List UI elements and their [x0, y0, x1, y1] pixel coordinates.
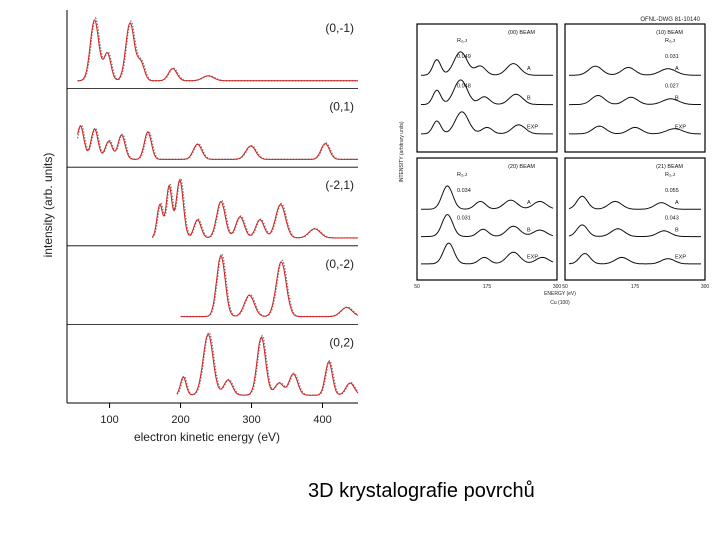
x-tick-label: 100	[100, 414, 118, 426]
beam-curve	[421, 51, 553, 76]
panel-frame	[416, 157, 558, 281]
beam-curve	[421, 242, 554, 265]
panel-label: (0,-2)	[325, 257, 354, 271]
energy-tick-label: 175	[483, 284, 492, 290]
r-factor-value: 0.031	[457, 215, 471, 221]
beam-title: (10) BEAM	[656, 30, 683, 36]
beam-curve	[569, 125, 701, 135]
beam-curve	[568, 195, 701, 210]
energy-axis-label: ENERGY (eV)	[544, 291, 576, 297]
x-axis-ticks: 100 200 300 400	[100, 403, 332, 426]
beam-curve	[421, 79, 553, 106]
panel-label: (0,1)	[329, 100, 354, 114]
curve-label: B	[527, 95, 531, 101]
beam-curve	[568, 252, 701, 265]
leed-iv-curves-chart: intensity (arb. units) (0,-1) (0,1) (-2,1)…	[41, 10, 359, 444]
beam-panel-group: (00) BEAM R₂,ᴊ A 0.049 B 0.048 EXP (10) BEAM R₂,…	[416, 23, 706, 281]
r-factor-value: 0.043	[665, 215, 679, 221]
energy-tick-label: 300	[553, 284, 562, 290]
beam-title: (20) BEAM	[508, 164, 535, 170]
curve-label: A	[527, 66, 531, 72]
panel-frame	[564, 157, 706, 281]
panel-0: (0,-1)	[77, 17, 358, 82]
beam-panel-3: (21) BEAM R₂,ᴊ A 0.055 B 0.043 EXP	[564, 157, 706, 281]
theory-curve	[77, 125, 358, 160]
r-factor-label: R₂,ᴊ	[457, 172, 467, 178]
panel-frame	[564, 23, 706, 153]
theory-curve	[77, 19, 358, 82]
panel-group: (0,-1) (0,1) (-2,1) (0,-2) (0,2)	[67, 17, 359, 396]
right-y-axis-label: INTENSITY (arbitrary units)	[399, 121, 405, 182]
figure-header: OFNL-DWG 81-10140	[640, 17, 700, 23]
panel-label: (-2,1)	[325, 178, 354, 192]
r-factor-value: 0.031	[665, 54, 679, 60]
x-tick-label: 300	[242, 414, 260, 426]
beam-curve	[421, 213, 554, 238]
experiment-curve	[151, 177, 358, 239]
r-factor-value: 0.048	[457, 83, 471, 89]
curve-label: EXP	[675, 125, 686, 131]
curve-label: A	[675, 200, 679, 206]
energy-tick-label: 300	[701, 284, 710, 290]
y-axis-label: intensity (arb. units)	[41, 153, 55, 258]
panel-1: (0,1)	[67, 88, 358, 160]
beam-curve	[569, 94, 701, 106]
cu100-label: Cu (100)	[550, 300, 570, 306]
r-factor-value: 0.055	[665, 188, 679, 194]
energy-ticks: 50 175 300 50 175 300	[414, 284, 709, 290]
curve-label: B	[527, 227, 531, 233]
panel-label: (0,-1)	[325, 21, 354, 35]
left-y-axis-label: intensity (arb. units)	[41, 153, 55, 258]
beam-panel-2: (20) BEAM R₂,ᴊ A 0.034 B 0.031 EXP	[416, 157, 558, 281]
beam-panel-0: (00) BEAM R₂,ᴊ A 0.049 B 0.048 EXP	[416, 23, 558, 153]
slide-caption: 3D krystalografie povrchů	[308, 480, 535, 502]
beam-curve	[421, 185, 554, 210]
r-factor-value: 0.034	[457, 188, 471, 194]
beam-curve	[569, 65, 701, 76]
panel-label: (0,2)	[329, 335, 354, 349]
curve-label: EXP	[527, 255, 538, 261]
theory-curve	[180, 255, 359, 318]
beam-curve	[421, 111, 553, 135]
cu100-beams-chart: OFNL-DWG 81-10140 INTENSITY (arbitrary u…	[399, 17, 709, 306]
r-factor-value: 0.027	[665, 83, 679, 89]
experiment-curve	[77, 17, 358, 82]
curve-label: A	[675, 66, 679, 72]
beam-title: (21) BEAM	[656, 164, 683, 170]
x-tick-label: 200	[171, 414, 189, 426]
beam-title: (00) BEAM	[508, 30, 535, 36]
energy-tick-label: 50	[414, 284, 420, 290]
theory-curve	[151, 179, 358, 239]
beam-curve	[568, 224, 701, 238]
panel-4: (0,2)	[67, 323, 359, 396]
x-tick-label: 400	[313, 414, 331, 426]
panel-frame	[416, 23, 558, 153]
experiment-curve	[76, 123, 358, 160]
x-axis-label: electron kinetic energy (eV)	[134, 430, 280, 444]
panel-2: (-2,1)	[67, 166, 358, 239]
panel-3: (0,-2)	[67, 245, 359, 318]
energy-tick-label: 50	[562, 284, 568, 290]
curve-label: EXP	[527, 125, 538, 131]
r-factor-value: 0.049	[457, 54, 471, 60]
r-factor-label: R₂,ᴊ	[665, 172, 675, 178]
curve-label: EXP	[675, 255, 686, 261]
r-factor-label: R₂,ᴊ	[457, 38, 467, 44]
beam-panel-1: (10) BEAM R₂,ᴊ A 0.031 B 0.027 EXP	[564, 23, 706, 153]
energy-tick-label: 175	[631, 284, 640, 290]
r-factor-label: R₂,ᴊ	[665, 38, 675, 44]
curve-label: B	[675, 95, 679, 101]
theory-curve	[176, 333, 359, 396]
curve-label: A	[527, 200, 531, 206]
curve-label: B	[675, 227, 679, 233]
